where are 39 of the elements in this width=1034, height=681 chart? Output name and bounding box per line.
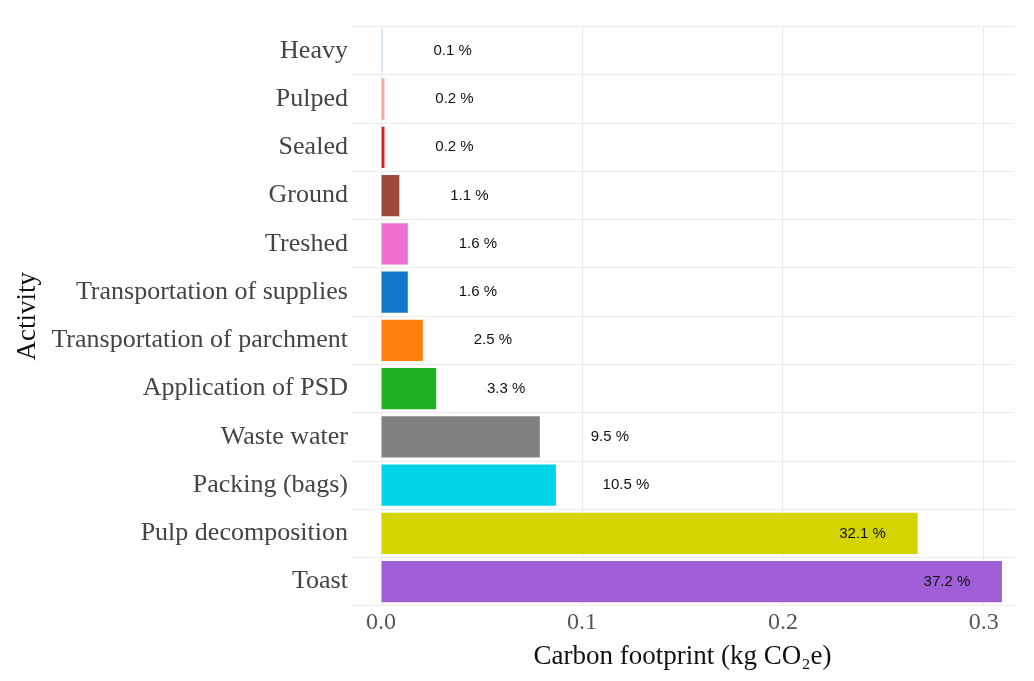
y-tick-label: Ground [268, 179, 348, 209]
bar [381, 464, 556, 506]
y-tick-label: Treshed [265, 227, 348, 257]
x-axis-title: Carbon footprint (kg CO₂e) [533, 639, 832, 670]
annotation: 9.5 % [590, 427, 629, 445]
y-tick-label: Pulped [275, 82, 348, 112]
annotation: 1.1 % [450, 185, 489, 203]
x-tick-label: 0.1 [567, 608, 597, 635]
annotation: 3.3 % [486, 378, 526, 396]
y-tick-label: Packing (bags) [192, 468, 348, 498]
bar [381, 367, 437, 410]
annotation: 10.5 % [602, 475, 650, 493]
y-tick-label: Transportation of supplies [75, 275, 348, 305]
y-tick-label: Sealed [278, 131, 348, 161]
annotation: 2.5 % [473, 330, 513, 348]
y-tick-label: Heavy [280, 34, 348, 64]
x-tick-label: 0.2 [767, 608, 798, 635]
y-axis-title: Activity [11, 271, 42, 361]
annotation: 0.2 % [435, 137, 474, 155]
bar [381, 561, 1002, 603]
y-tick-label: Waste water [220, 420, 349, 450]
bar [381, 223, 408, 265]
y-tick-label: Transportation of parchment [51, 324, 349, 354]
bar [381, 174, 400, 217]
annotation: 1.6 % [458, 233, 497, 251]
x-tick-label: 0.3 [968, 608, 999, 635]
annotation: 37.2 % [923, 571, 971, 589]
annotation: 0.1 % [433, 40, 472, 58]
bar [381, 512, 918, 555]
y-tick-label: Pulp decomposition [140, 517, 348, 547]
bar [381, 416, 540, 458]
bar [381, 319, 423, 361]
annotation: 1.6 % [458, 282, 497, 300]
y-tick-label: Application of PSD [142, 372, 348, 402]
x-tick-label: 0.0 [366, 608, 397, 635]
y-tick-label: Toast [291, 565, 349, 595]
bar [381, 271, 408, 313]
annotation: 32.1 % [839, 523, 886, 541]
annotation: 0.2 % [435, 89, 474, 107]
